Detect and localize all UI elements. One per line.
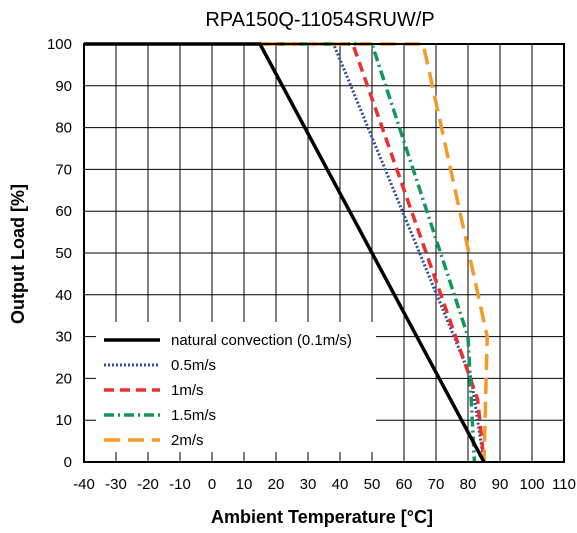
x-tick-label: 110 [552,476,576,493]
x-tick-label: 80 [460,476,477,493]
x-tick-label: 50 [364,476,381,493]
y-tick-label: 30 [55,329,72,346]
y-tick-label: 60 [55,203,72,220]
x-tick-label: 100 [519,476,544,493]
y-tick-label: 70 [55,161,72,178]
chart-title: RPA150Q-11054SRUW/P [205,9,434,31]
y-tick-label: 20 [55,370,72,387]
legend: natural convection (0.1m/s) 0.5m/s 1m/s 1.5… [96,322,376,452]
legend-box [96,322,376,452]
x-tick-label: 70 [428,476,445,493]
y-tick-label: 80 [55,120,72,137]
grid [84,44,564,462]
x-tick-label: -20 [137,476,159,493]
x-tick-labels: -40 -30 -20 -10 0 10 20 30 40 50 60 70 80 90 100 110 [73,476,576,493]
y-tick-label: 50 [55,245,72,262]
legend-label: 1.5m/s [171,407,216,424]
legend-label: natural convection (0.1m/s) [171,332,352,349]
x-tick-label: -30 [105,476,127,493]
y-tick-label: 40 [55,287,72,304]
legend-label: 1m/s [171,382,204,399]
y-axis-title: Output Load [%] [8,184,28,324]
x-tick-label: 20 [268,476,285,493]
y-tick-label: 90 [55,78,72,95]
x-tick-label: 90 [492,476,509,493]
x-axis-title: Ambient Temperature [°C] [211,507,433,527]
legend-label: 2m/s [171,432,204,449]
y-tick-label: 0 [64,454,72,471]
x-tick-label: 30 [300,476,317,493]
y-tick-labels: 0 10 20 30 40 50 60 70 80 90 100 [47,36,72,471]
x-tick-label: 10 [236,476,253,493]
x-tick-label: 0 [208,476,216,493]
x-tick-label: -10 [169,476,191,493]
y-tick-label: 100 [47,36,72,53]
y-tick-label: 10 [55,412,72,429]
x-tick-label: -40 [73,476,95,493]
series-line [260,42,486,463]
x-tick-label: 60 [396,476,413,493]
plot-frame [83,43,565,463]
legend-label: 0.5m/s [171,357,216,374]
x-tick-label: 40 [332,476,349,493]
